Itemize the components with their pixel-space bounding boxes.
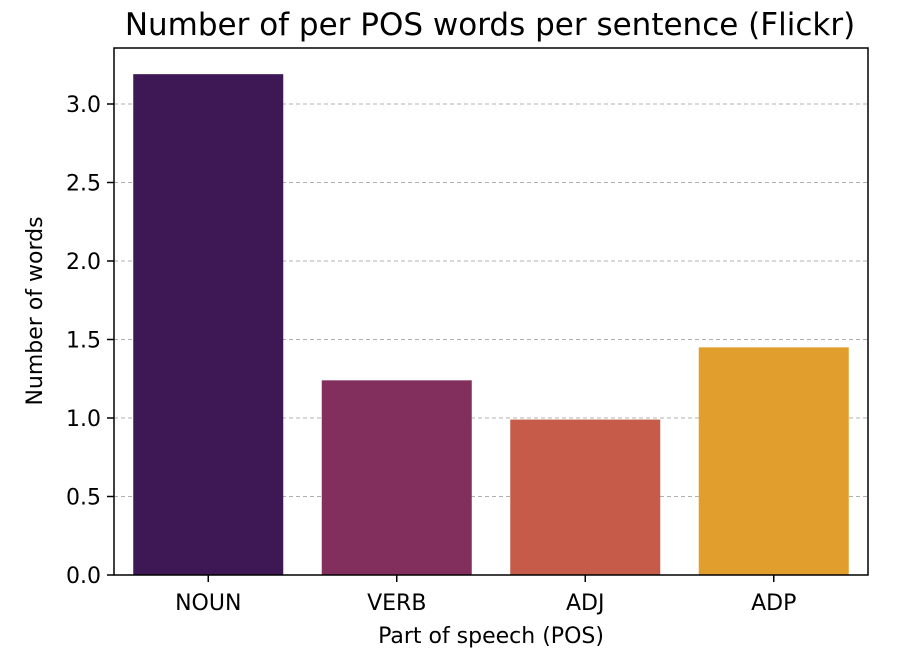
x-axis-ticks: NOUN VERB ADJ ADP <box>175 575 796 616</box>
bars <box>133 74 849 576</box>
bar-adp <box>698 347 849 575</box>
y-tick-label: 0.5 <box>66 486 101 511</box>
x-tick-label: ADP <box>751 591 796 616</box>
x-axis-label: Part of speech (POS) <box>378 624 604 649</box>
bar-adj <box>510 419 661 575</box>
plot-frame <box>113 47 869 576</box>
y-axis-label: Number of words <box>23 216 48 405</box>
x-tick-label: ADJ <box>566 591 604 616</box>
y-tick-label: 2.5 <box>66 172 101 197</box>
x-tick-label: VERB <box>367 591 426 616</box>
y-tick-label: 2.0 <box>66 250 101 275</box>
bar-verb <box>321 380 472 575</box>
bar-noun <box>133 74 284 576</box>
y-tick-label: 3.0 <box>66 93 101 118</box>
chart-title: Number of per POS words per sentence (Fl… <box>125 7 855 43</box>
y-axis-ticks: 0.0 0.5 1.0 1.5 2.0 2.5 3.0 <box>66 93 114 589</box>
y-tick-label: 0.0 <box>66 564 101 589</box>
x-tick-label: NOUN <box>175 591 241 616</box>
y-tick-label: 1.5 <box>66 329 101 354</box>
y-tick-label: 1.0 <box>66 407 101 432</box>
